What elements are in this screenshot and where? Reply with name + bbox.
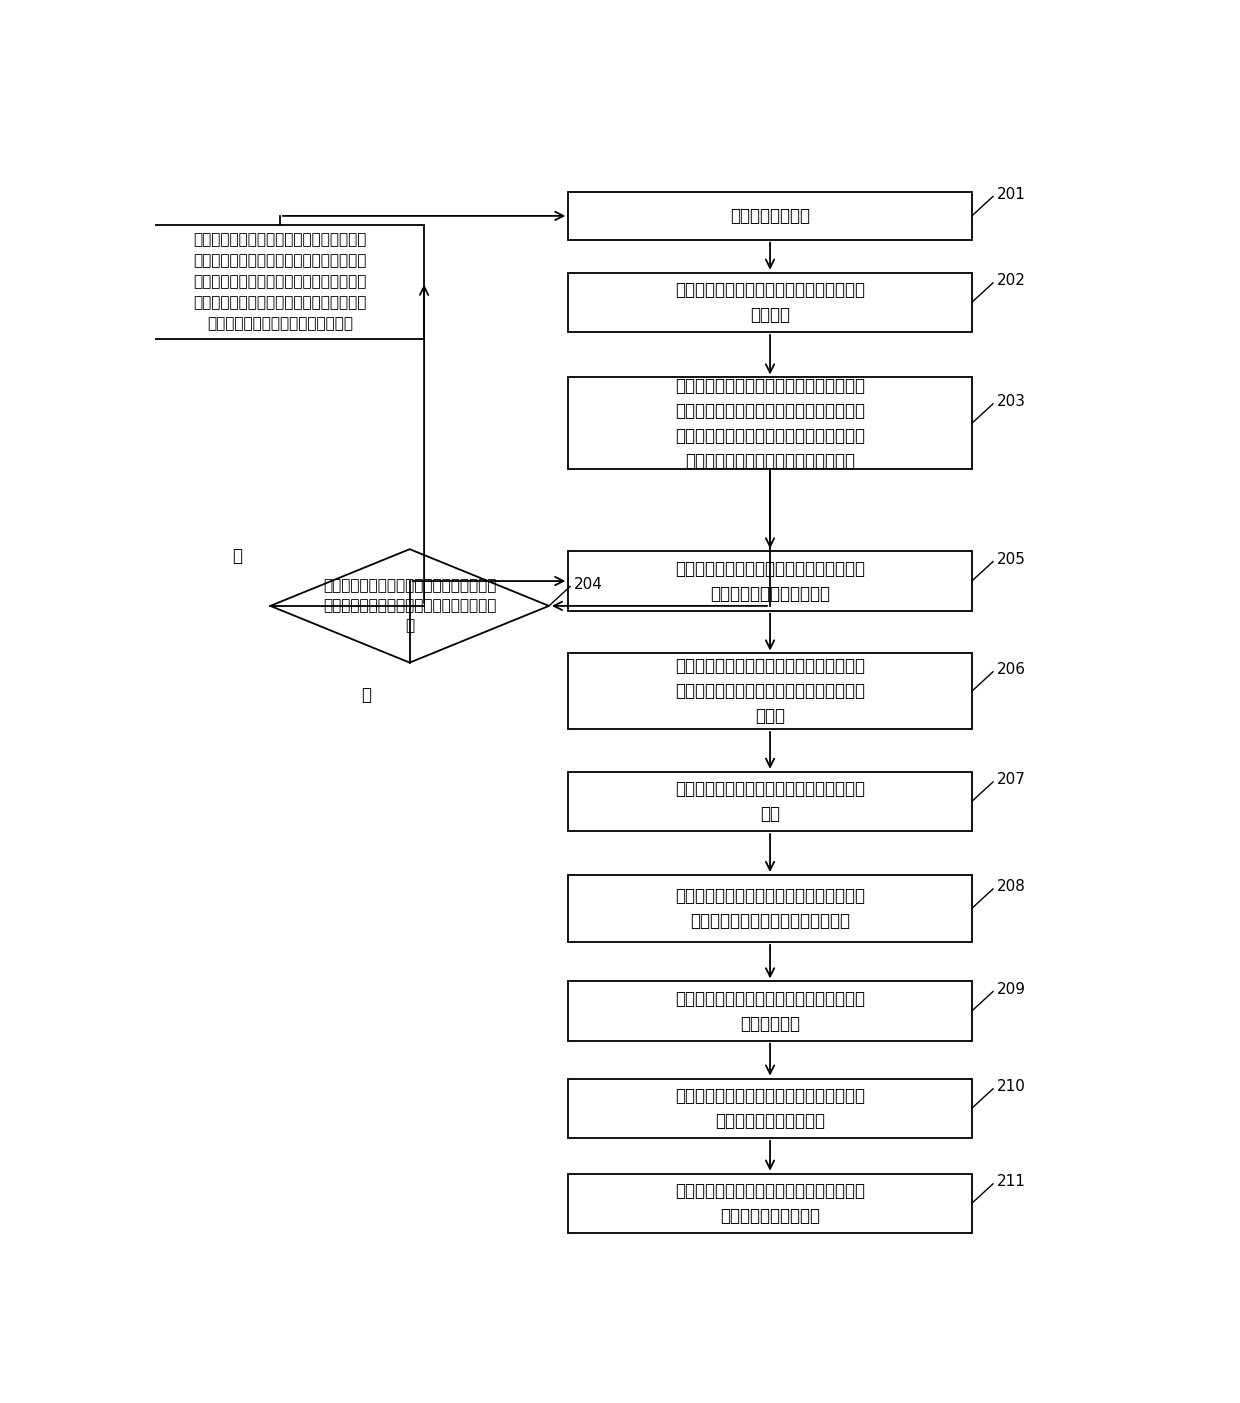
Text: 211: 211 [997, 1174, 1025, 1190]
Bar [568, 981, 972, 1041]
Text: 是: 是 [361, 686, 372, 704]
Text: 将电网告警信息显示于名称包含告警机构与
告警等级的告警列表中: 将电网告警信息显示于名称包含告警机构与 告警等级的告警列表中 [675, 1181, 866, 1225]
Text: 否: 否 [232, 547, 242, 565]
Text: 根据端口信息、设备类型信息或来源信息发
送同步指令至发送电网告警信息的设备，同
步指令携带有缺失的电网告警信息的序号，
同步指令用于指示发送电网告警信息的设备
: 根据端口信息、设备类型信息或来源信息发 送同步指令至发送电网告警信息的设备，同 … [193, 233, 367, 331]
Text: 判断连续获取的端口信息、设备类型信息或
来源信息相同的电网告警信息的序号是否连
续: 判断连续获取的端口信息、设备类型信息或 来源信息相同的电网告警信息的序号是否连 … [322, 578, 496, 633]
Bar [136, 224, 424, 338]
Text: 若在同一时间或预设时间段内获取到至少两
条电网告警信息，且至少两条电网告警信息
中发送端口信息、设备类型信息或来源信息
相同，则将至少两条电网告警信息合并: 若在同一时间或预设时间段内获取到至少两 条电网告警信息，且至少两条电网告警信息 … [675, 377, 866, 470]
Text: 获取电网告警信息中每个统一标签值的预设
权值: 获取电网告警信息中每个统一标签值的预设 权值 [675, 780, 866, 824]
Text: 201: 201 [997, 187, 1025, 202]
Bar [568, 377, 972, 469]
Text: 203: 203 [997, 394, 1025, 410]
Text: 202: 202 [997, 274, 1025, 288]
Text: 210: 210 [997, 1079, 1025, 1094]
Bar [568, 654, 972, 730]
Text: 205: 205 [997, 551, 1025, 567]
Text: 对电网告警信息进行告警关键字搜索，确定
电网告警信息的告警关键字: 对电网告警信息进行告警关键字搜索，确定 电网告警信息的告警关键字 [675, 560, 866, 602]
Text: 206: 206 [997, 662, 1025, 678]
Bar [568, 875, 972, 941]
Text: 207: 207 [997, 772, 1025, 787]
Bar [568, 772, 972, 831]
Bar [568, 272, 972, 333]
Text: 根据电网告警信息的告警值确定电网告警信
息的告警等级: 根据电网告警信息的告警值确定电网告警信 息的告警等级 [675, 989, 866, 1033]
Text: 208: 208 [997, 880, 1025, 894]
Text: 根据标准化告警标签中的业务调管单位确定
电网告警信息的告警机构: 根据标准化告警标签中的业务调管单位确定 电网告警信息的告警机构 [675, 1087, 866, 1129]
Text: 204: 204 [574, 577, 603, 592]
Text: 209: 209 [997, 982, 1025, 998]
Bar [568, 551, 972, 610]
Bar [568, 1173, 972, 1233]
Text: 将获取电网告警信息的时间转换为预设格式
的时间戳: 将获取电网告警信息的时间转换为预设格式 的时间戳 [675, 281, 866, 324]
Polygon shape [270, 549, 549, 662]
Bar [568, 1079, 972, 1138]
Text: 获取电网告警信息: 获取电网告警信息 [730, 206, 810, 224]
Bar [568, 192, 972, 240]
Text: 根据告警关键字与标准化告警标签之间的预
设对应关系，确定电网告警信息的标准化告
警标签: 根据告警关键字与标准化告警标签之间的预 设对应关系，确定电网告警信息的标准化告 … [675, 657, 866, 725]
Text: 将电网告警信息的每个统一标签值的预设权
值相加，得到电网告警信息的告警值: 将电网告警信息的每个统一标签值的预设权 值相加，得到电网告警信息的告警值 [675, 887, 866, 930]
